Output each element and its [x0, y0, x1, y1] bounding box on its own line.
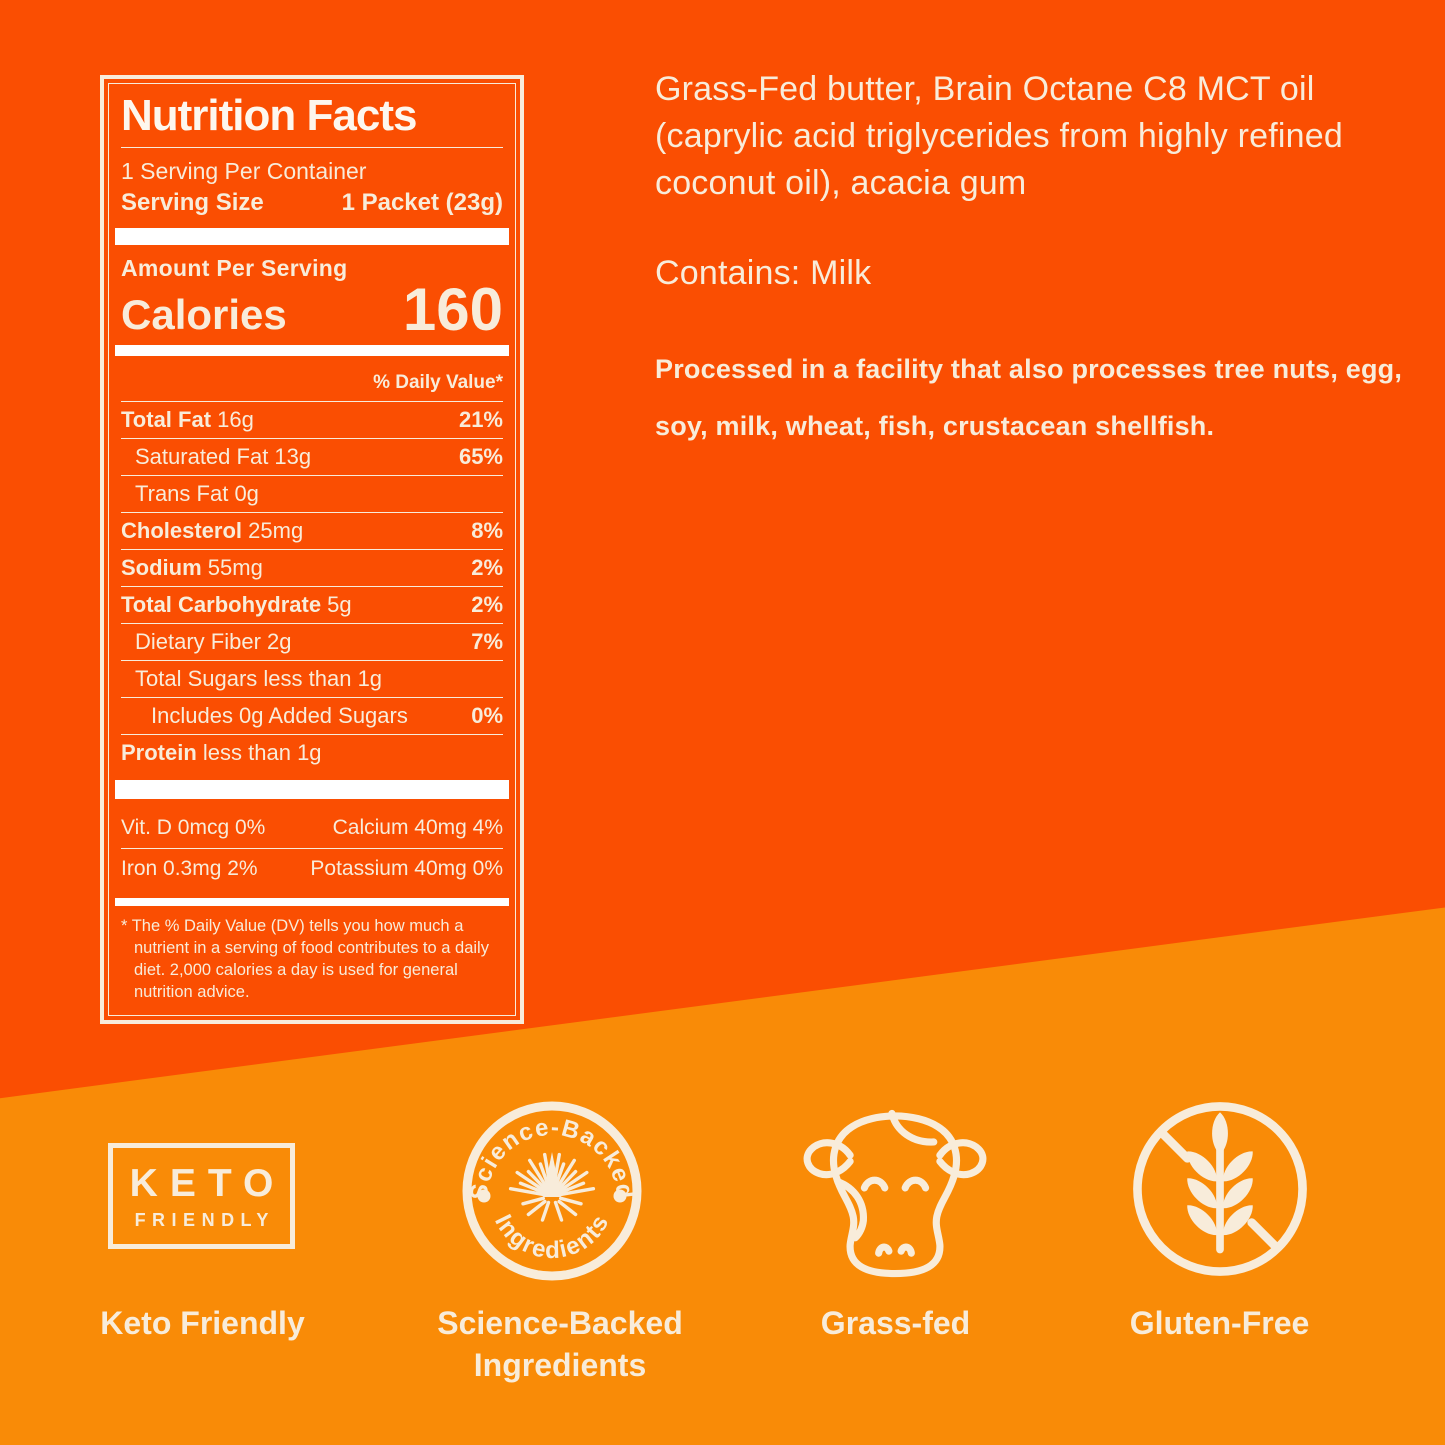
nutrient-name-amount: Includes 0g Added Sugars: [151, 703, 408, 729]
amount-per-serving: Amount Per Serving: [121, 254, 348, 281]
nutrient-name-amount: Total Fat 16g: [121, 407, 254, 433]
nutrient-name-amount: Sodium 55mg: [121, 555, 263, 581]
calories-label: Calories: [121, 291, 287, 339]
nutrient-rows: Total Fat 16g 21% Saturated Fat 13g 65% Tran…: [121, 402, 503, 771]
servings-per-container: 1 Serving Per Container: [121, 157, 367, 184]
cow-right-nostril: [897, 1243, 915, 1257]
micronutrient-row: Vit. D 0mcg 0% Calcium 40mg 4%: [121, 808, 503, 848]
keto-friendly-badge: KETO FRIENDLY: [108, 1143, 295, 1249]
nutrient-name-amount: Cholesterol 25mg: [121, 518, 304, 544]
cow-head-outline: [829, 1112, 961, 1278]
nutrition-facts-title: Nutrition Facts: [121, 91, 417, 140]
nutrition-facts-inner: Nutrition Facts 1 Serving Per Container …: [108, 83, 516, 1017]
nutrient-row-trans-fat: Trans Fat 0g: [121, 476, 503, 514]
micronutrient-row: Iron 0.3mg 2% Potassium 40mg 0%: [121, 848, 503, 889]
micronutrient-right: Calcium 40mg 4%: [332, 816, 503, 840]
allergen-notice: Processed in a facility that also proces…: [655, 354, 1403, 441]
svg-text:Ingredients: Ingredients: [489, 1210, 615, 1265]
nutrient-name-amount: Trans Fat 0g: [135, 481, 259, 507]
gluten-free-icon: [1133, 1102, 1307, 1276]
nutrient-daily-value: 0%: [471, 703, 503, 729]
science-backed-caption: Science-Backed Ingredients: [410, 1302, 710, 1386]
calories-value: 160: [402, 275, 503, 343]
divider: [121, 146, 503, 148]
nutrient-daily-value: 65%: [458, 444, 503, 470]
nutrient-name-amount: Total Carbohydrate 5g: [121, 592, 352, 618]
nutrient-row-protein: Protein less than 1g: [121, 735, 503, 771]
nutrient-daily-value: 7%: [471, 629, 503, 655]
nutrient-row-total-fat: Total Fat 16g 21%: [121, 402, 503, 440]
thick-bar: [115, 780, 509, 800]
nutrient-row-total-carbohydrate: Total Carbohydrate 5g 2%: [121, 587, 503, 625]
cow-right-ear: [936, 1139, 987, 1179]
keto-friendly-caption: Keto Friendly: [100, 1305, 305, 1341]
science-backed-seal-icon: Science-Backed Ingredients: [462, 1101, 642, 1281]
nutrition-facts-label: Nutrition Facts 1 Serving Per Container …: [100, 75, 524, 1025]
nutrient-row-sodium: Sodium 55mg 2%: [121, 550, 503, 588]
daily-value-footnote: * The % Daily Value (DV) tells you how m…: [121, 917, 489, 1002]
cow-right-eye: [901, 1176, 930, 1192]
micronutrient-left: Vit. D 0mcg 0%: [121, 816, 266, 840]
slash-top-segment: [1159, 1129, 1192, 1163]
cow-left-nostril: [875, 1243, 893, 1257]
calories-row: Calories 160: [121, 275, 503, 343]
micronutrient-right: Potassium 40mg 0%: [310, 857, 503, 881]
nutrient-row-saturated-fat: Saturated Fat 13g 65%: [121, 439, 503, 477]
nutrient-row-cholesterol: Cholesterol 25mg 8%: [121, 513, 503, 551]
nutrient-name-amount: Dietary Fiber 2g: [135, 629, 292, 655]
thick-bar: [115, 227, 509, 245]
serving-size-label: Serving Size: [121, 188, 264, 216]
nutrient-name-amount: Protein less than 1g: [121, 740, 322, 766]
cow-cheek-patch: [834, 1178, 867, 1242]
thick-bar: [115, 345, 509, 357]
nutrient-name-amount: Saturated Fat 13g: [135, 444, 312, 470]
seal-ring-text-bottom: Ingredients: [489, 1210, 613, 1265]
cow-left-eye: [860, 1176, 889, 1192]
serving-size-row: Serving Size 1 Packet (23g): [121, 186, 503, 219]
ingredients-section: Grass-Fed butter, Brain Octane C8 MCT oi…: [655, 66, 1402, 455]
cow-forehead-patch: [888, 1109, 938, 1146]
science-caption-line1: Science-Backed: [437, 1305, 683, 1341]
nutrient-name-amount: Total Sugars less than 1g: [135, 666, 383, 692]
daily-value-header: % Daily Value*: [121, 365, 503, 403]
thick-bar: [115, 898, 509, 907]
grass-fed-cow-icon: [803, 1109, 987, 1278]
nutrient-daily-value: 8%: [471, 518, 503, 544]
nutrient-daily-value: 2%: [471, 555, 503, 581]
nutrient-daily-value: 2%: [471, 592, 503, 618]
contains-text: Contains: Milk: [655, 254, 872, 292]
nutrient-daily-value: 21%: [458, 407, 503, 433]
nutrient-row-includes-0g-added-sugars: Includes 0g Added Sugars 0%: [121, 698, 503, 736]
friendly-badge-word: FRIENDLY: [134, 1209, 275, 1230]
grass-fed-caption: Grass-fed: [820, 1305, 971, 1341]
wheat-leaves: [1187, 1112, 1253, 1236]
micronutrient-rows: Vit. D 0mcg 0% Calcium 40mg 4% Iron 0.3mg …: [121, 808, 503, 889]
micronutrient-left: Iron 0.3mg 2%: [121, 857, 258, 881]
serving-size-value: 1 Packet (23g): [341, 188, 503, 216]
nutrient-row-dietary-fiber: Dietary Fiber 2g 7%: [121, 624, 503, 662]
nutrient-row-total-sugars: Total Sugars less than 1g: [121, 661, 503, 699]
starburst-peak: [543, 1152, 561, 1197]
gluten-free-caption: Gluten-Free: [1129, 1305, 1310, 1341]
science-caption-line2: Ingredients: [473, 1347, 647, 1383]
ingredients-text: Grass-Fed butter, Brain Octane C8 MCT oi…: [655, 70, 1343, 202]
slash-bottom-segment: [1247, 1218, 1280, 1251]
keto-badge-word: KETO: [129, 1161, 286, 1205]
cow-left-ear: [803, 1139, 854, 1179]
